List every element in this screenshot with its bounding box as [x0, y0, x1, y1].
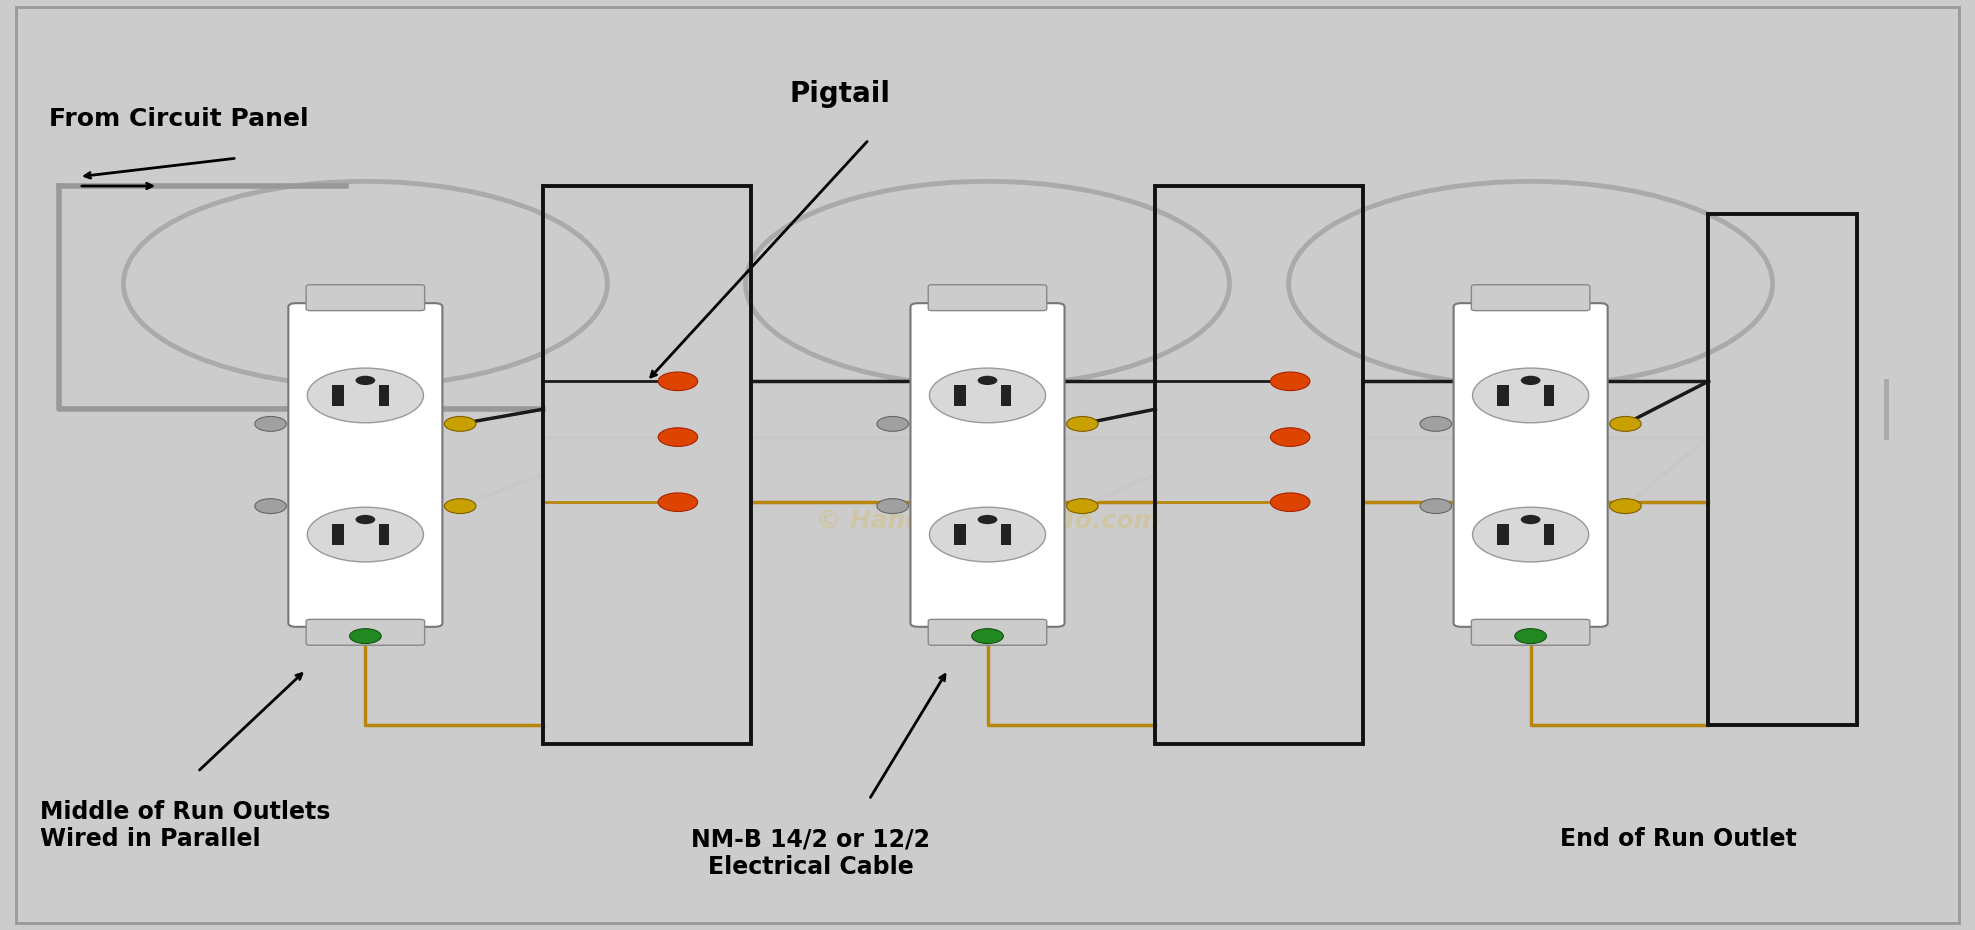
FancyBboxPatch shape — [1454, 303, 1608, 627]
Bar — [332, 385, 344, 405]
Bar — [1497, 385, 1509, 405]
Circle shape — [1066, 498, 1098, 513]
Text: © HandymanHowTo.com: © HandymanHowTo.com — [816, 509, 1159, 533]
Circle shape — [930, 507, 1045, 562]
Circle shape — [356, 515, 375, 525]
Circle shape — [1420, 498, 1452, 513]
Circle shape — [930, 368, 1045, 423]
Bar — [954, 385, 966, 405]
FancyBboxPatch shape — [306, 619, 425, 645]
Bar — [543, 186, 750, 744]
Circle shape — [978, 515, 997, 525]
Circle shape — [972, 629, 1003, 644]
Circle shape — [350, 629, 381, 644]
Circle shape — [1420, 417, 1452, 432]
Bar — [1497, 525, 1509, 545]
Text: NM-B 14/2 or 12/2
Electrical Cable: NM-B 14/2 or 12/2 Electrical Cable — [691, 828, 930, 879]
Circle shape — [1473, 368, 1588, 423]
Bar — [954, 525, 966, 545]
Bar — [1155, 186, 1363, 744]
Circle shape — [978, 376, 997, 385]
Circle shape — [1521, 515, 1540, 525]
FancyBboxPatch shape — [1471, 285, 1590, 311]
Bar — [379, 385, 389, 405]
Circle shape — [1610, 498, 1641, 513]
Circle shape — [1610, 417, 1641, 432]
Circle shape — [255, 417, 286, 432]
Circle shape — [1521, 376, 1540, 385]
Circle shape — [877, 417, 908, 432]
Text: End of Run Outlet: End of Run Outlet — [1560, 828, 1797, 851]
Circle shape — [308, 368, 423, 423]
Bar — [1544, 385, 1554, 405]
Circle shape — [877, 498, 908, 513]
Circle shape — [444, 417, 476, 432]
Circle shape — [1066, 417, 1098, 432]
Circle shape — [658, 372, 697, 391]
Circle shape — [658, 493, 697, 512]
FancyBboxPatch shape — [928, 619, 1047, 645]
Circle shape — [1473, 507, 1588, 562]
Text: Middle of Run Outlets
Wired in Parallel: Middle of Run Outlets Wired in Parallel — [40, 800, 330, 851]
Circle shape — [1270, 493, 1309, 512]
Circle shape — [308, 507, 423, 562]
Circle shape — [1270, 428, 1309, 446]
Circle shape — [658, 428, 697, 446]
FancyBboxPatch shape — [910, 303, 1065, 627]
Bar — [1544, 525, 1554, 545]
Circle shape — [255, 498, 286, 513]
Text: From Circuit Panel: From Circuit Panel — [49, 107, 308, 130]
FancyBboxPatch shape — [306, 285, 425, 311]
Bar — [1708, 214, 1856, 725]
Bar — [1001, 525, 1011, 545]
Circle shape — [1515, 629, 1546, 644]
Bar — [1001, 385, 1011, 405]
Bar — [332, 525, 344, 545]
Circle shape — [356, 376, 375, 385]
Text: Pigtail: Pigtail — [790, 80, 891, 108]
FancyBboxPatch shape — [1471, 619, 1590, 645]
FancyBboxPatch shape — [288, 303, 442, 627]
Circle shape — [444, 498, 476, 513]
Bar — [379, 525, 389, 545]
Circle shape — [1270, 372, 1309, 391]
FancyBboxPatch shape — [928, 285, 1047, 311]
